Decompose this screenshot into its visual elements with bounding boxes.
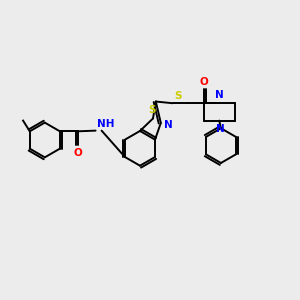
Text: N: N	[216, 124, 224, 134]
Text: O: O	[74, 148, 82, 158]
Text: N: N	[215, 90, 224, 100]
Text: N: N	[164, 120, 173, 130]
Text: S: S	[148, 105, 156, 115]
Text: S: S	[174, 91, 182, 100]
Text: NH: NH	[97, 118, 114, 129]
Text: O: O	[200, 77, 208, 87]
